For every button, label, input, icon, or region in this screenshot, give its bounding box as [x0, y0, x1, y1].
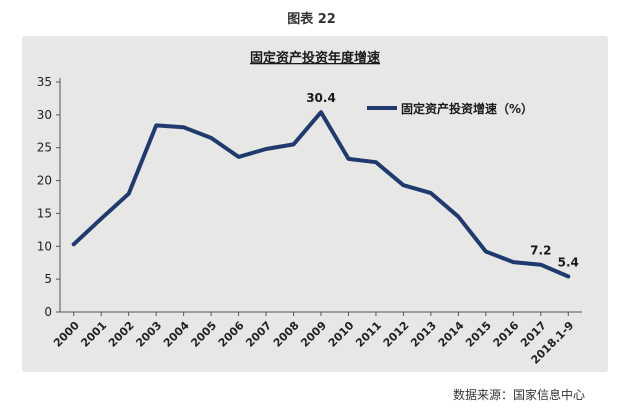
chart-panel: 固定资产投资年度增速 0 5 10 15 20 25 30 35 2000 2001 2002 200… — [22, 36, 608, 372]
x-tick-label: 2007 — [243, 319, 274, 350]
x-tick-label: 2002 — [106, 319, 137, 350]
data-point — [401, 183, 405, 187]
data-point — [429, 191, 433, 195]
line-chart: 固定资产投资年度增速 05101520253035200020012002200… — [37, 50, 582, 367]
x-tick-label: 2016 — [491, 319, 522, 350]
x-tick-label: 2012 — [381, 319, 412, 350]
y-tick-label: 5 — [44, 272, 52, 286]
y-tick-label: 30 — [37, 108, 52, 122]
data-label: 5.4 — [558, 256, 579, 270]
y-tick-label: 10 — [37, 239, 52, 253]
x-tick-label: 2008 — [271, 319, 302, 350]
chart-title: 固定资产投资年度增速 — [250, 50, 380, 66]
figure-caption: 图表 22 — [287, 12, 336, 27]
data-point — [346, 157, 350, 161]
x-tick-label: 2015 — [463, 319, 494, 350]
data-point — [154, 123, 158, 127]
x-tick-label: 2014 — [436, 319, 467, 350]
chart-axes: 0510152025303520002001200220032004200520… — [37, 75, 582, 367]
x-tick-label: 2013 — [408, 319, 439, 350]
x-tick-label: 2009 — [298, 319, 329, 350]
data-point — [511, 260, 515, 264]
data-point — [319, 110, 323, 114]
x-tick-label: 2001 — [78, 319, 109, 350]
data-source-note: 数据来源：国家信息中心 — [452, 388, 585, 402]
series-line — [71, 110, 571, 279]
data-point — [374, 160, 378, 164]
y-tick-label: 0 — [44, 305, 52, 319]
data-point — [99, 217, 103, 221]
data-point — [539, 263, 543, 267]
chart-series — [71, 110, 571, 279]
y-tick-label: 20 — [37, 174, 52, 188]
data-point — [127, 192, 131, 196]
x-tick-label: 2011 — [353, 319, 384, 350]
x-tick-label: 2003 — [133, 319, 164, 350]
data-label: 7.2 — [530, 244, 551, 258]
data-point — [292, 142, 296, 146]
chart-legend: 固定资产投资增速（%） — [367, 101, 533, 116]
x-tick-label: 2005 — [188, 319, 219, 350]
data-point — [72, 242, 76, 246]
data-point — [566, 275, 570, 279]
x-tick-label: 2010 — [326, 319, 357, 350]
x-tick-label: 2004 — [161, 319, 192, 350]
chart-data-labels: 30.4 7.2 5.4 — [306, 91, 579, 269]
data-label: 30.4 — [306, 91, 336, 105]
y-tick-label: 25 — [37, 141, 52, 155]
x-tick-label: 2006 — [216, 319, 247, 350]
data-point — [209, 136, 213, 140]
y-tick-label: 15 — [37, 206, 52, 220]
data-point — [264, 147, 268, 151]
legend-label: 固定资产投资增速（%） — [401, 101, 533, 116]
data-point — [182, 125, 186, 129]
data-point — [456, 215, 460, 219]
y-tick-label: 35 — [37, 75, 52, 89]
data-point — [237, 155, 241, 159]
x-tick-label: 2000 — [51, 319, 82, 350]
data-point — [484, 250, 488, 254]
